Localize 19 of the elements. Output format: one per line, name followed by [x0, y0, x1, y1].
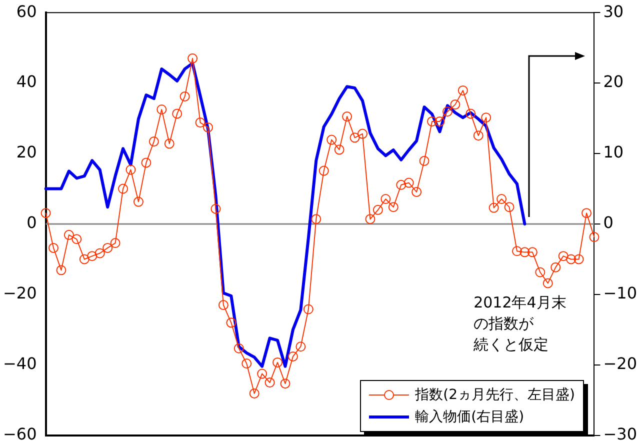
y-tick-label: −20: [3, 284, 37, 303]
y2-tick-label: 0: [603, 213, 614, 232]
y2-tick-label: 10: [603, 142, 624, 162]
legend-label: 指数(2ヵ月先行、左目盛): [415, 386, 575, 404]
y-tick-label: 0: [26, 213, 37, 232]
y-tick-label: −40: [3, 354, 37, 374]
y-tick-label: 40: [16, 72, 37, 92]
y2-tick-label: 30: [603, 2, 624, 21]
annotation: 続くと仮定: [472, 335, 549, 354]
y2-tick-label: 20: [603, 72, 624, 92]
annotation: 2012年4月末: [474, 293, 566, 312]
y-tick-label: −60: [3, 424, 37, 444]
annotation: の指数が: [474, 314, 535, 332]
y2-tick-label: −30: [603, 424, 637, 444]
legend-label: 輸入物価(右目盛): [415, 408, 524, 426]
y-tick-label: 60: [16, 2, 37, 21]
y-tick-label: 20: [16, 142, 37, 162]
y2-tick-label: −20: [603, 354, 637, 374]
y2-tick-label: −10: [603, 284, 637, 303]
